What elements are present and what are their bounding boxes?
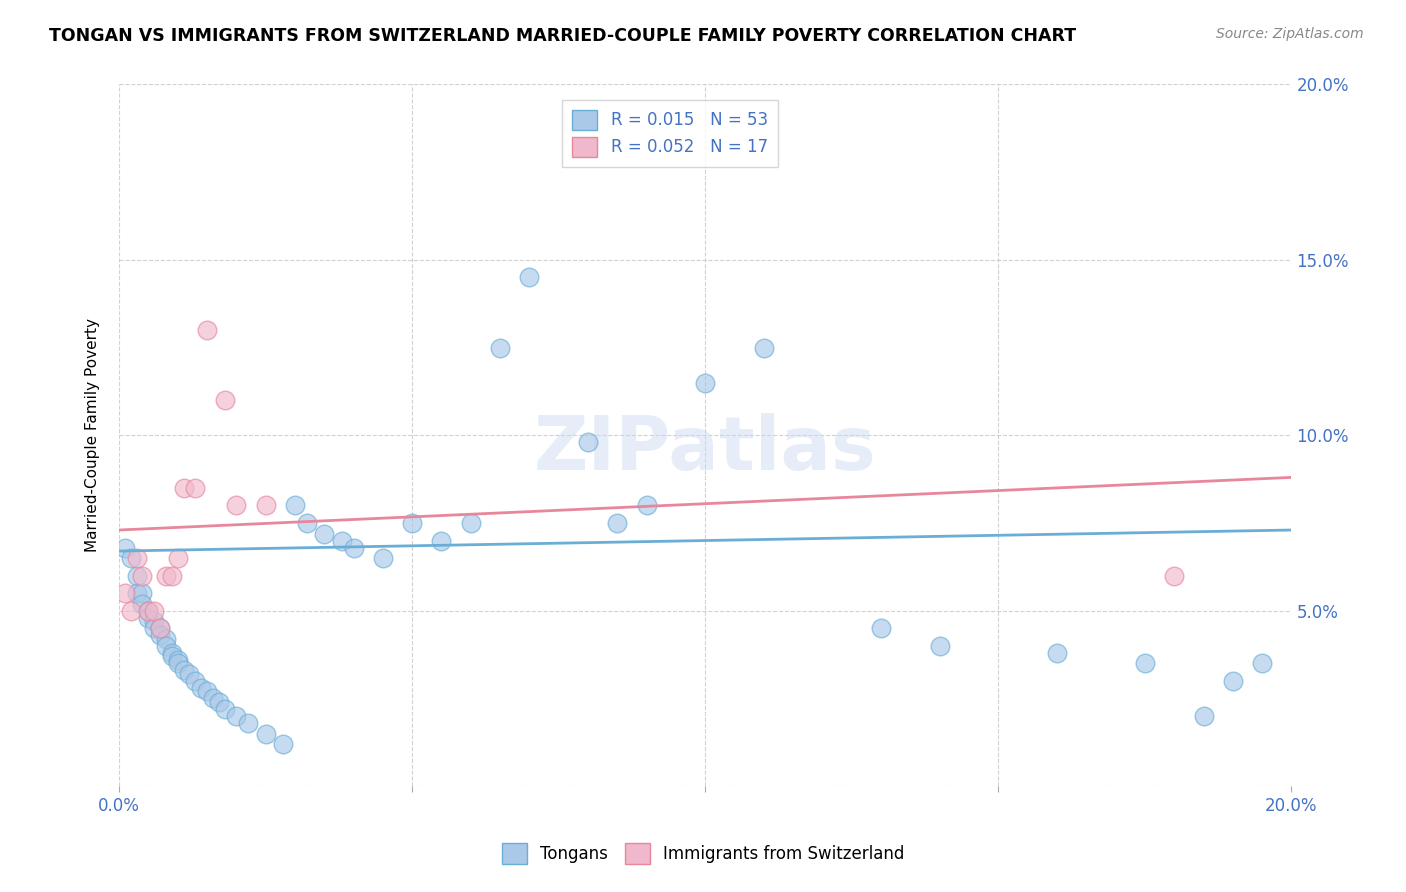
Point (1222, 673, 1244, 688)
Point (401, 516, 423, 530)
Text: TONGAN VS IMMIGRANTS FROM SWITZERLAND MARRIED-COUPLE FAMILY POVERTY CORRELATION : TONGAN VS IMMIGRANTS FROM SWITZERLAND MA… (49, 27, 1077, 45)
Point (460, 516, 482, 530)
Point (695, 376, 717, 390)
Point (519, 270, 541, 285)
Point (195, 323, 218, 337)
Point (225, 499, 247, 513)
Point (138, 604, 160, 618)
Point (149, 621, 172, 635)
Point (430, 533, 453, 548)
Point (236, 716, 259, 731)
Point (160, 649, 183, 664)
Point (489, 341, 512, 355)
Point (284, 499, 307, 513)
Point (330, 533, 353, 548)
Point (208, 695, 231, 709)
Point (254, 726, 277, 740)
Point (214, 393, 236, 408)
Point (166, 657, 188, 671)
Point (254, 499, 277, 513)
Point (114, 541, 136, 555)
Point (606, 516, 628, 530)
Point (149, 621, 172, 635)
Point (201, 691, 224, 706)
Point (138, 604, 160, 618)
Point (143, 614, 166, 628)
Point (143, 604, 166, 618)
Point (160, 568, 183, 582)
Point (928, 639, 950, 653)
Point (125, 551, 148, 566)
Point (179, 666, 201, 681)
Point (149, 628, 172, 642)
Point (138, 611, 160, 625)
Point (195, 684, 218, 698)
Point (190, 681, 212, 695)
Point (131, 597, 153, 611)
Text: ZIPatlas: ZIPatlas (534, 413, 876, 486)
Point (295, 516, 318, 530)
Point (166, 653, 188, 667)
Point (1251, 657, 1274, 671)
Point (214, 702, 236, 716)
Point (160, 646, 183, 660)
Point (184, 481, 207, 495)
Point (155, 568, 177, 582)
Point (143, 621, 166, 635)
Point (173, 481, 195, 495)
Legend: Tongans, Immigrants from Switzerland: Tongans, Immigrants from Switzerland (495, 837, 911, 871)
Text: Source: ZipAtlas.com: Source: ZipAtlas.com (1216, 27, 1364, 41)
Point (271, 737, 294, 751)
Point (166, 551, 188, 566)
Point (155, 639, 177, 653)
Point (114, 586, 136, 600)
Point (576, 435, 599, 450)
Legend: R = 0.015   N = 53, R = 0.052   N = 17: R = 0.015 N = 53, R = 0.052 N = 17 (562, 100, 778, 167)
Point (342, 541, 364, 555)
Y-axis label: Married-Couple Family Poverty: Married-Couple Family Poverty (86, 318, 100, 552)
Point (184, 673, 207, 688)
Point (155, 632, 177, 646)
Point (636, 499, 658, 513)
Point (1163, 568, 1185, 582)
Point (371, 551, 394, 566)
Point (131, 586, 153, 600)
Point (1046, 646, 1069, 660)
Point (225, 709, 247, 723)
Point (120, 551, 142, 566)
Point (1133, 657, 1156, 671)
Point (752, 341, 775, 355)
Point (314, 526, 336, 541)
Point (1192, 709, 1215, 723)
Point (870, 621, 893, 635)
Point (131, 568, 153, 582)
Point (120, 604, 142, 618)
Point (125, 568, 148, 582)
Point (173, 664, 195, 678)
Point (125, 586, 148, 600)
